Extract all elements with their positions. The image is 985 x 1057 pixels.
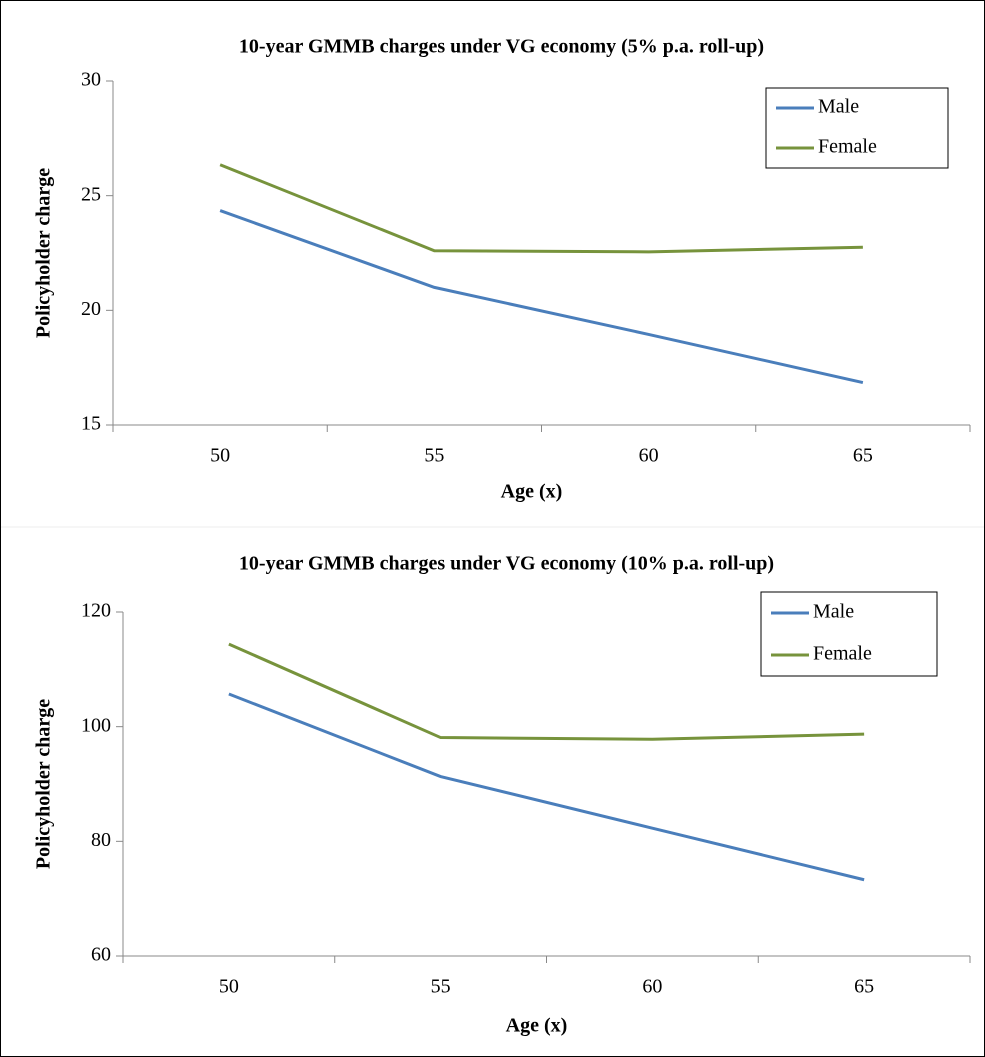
line-series xyxy=(228,642,865,741)
chart-title: 10-year GMMB charges under VG economy (1… xyxy=(239,553,774,575)
y-tick-label: 100 xyxy=(81,714,111,736)
x-axis-label: Age (x) xyxy=(506,1015,568,1037)
x-tick-label: 55 xyxy=(424,445,444,467)
y-tick-label: 30 xyxy=(81,69,101,91)
y-tick-label: 15 xyxy=(81,413,101,435)
x-tick-label: 50 xyxy=(219,976,239,998)
y-tick-label: 20 xyxy=(81,298,101,320)
chart-title: 10-year GMMB charges under VG economy (5… xyxy=(239,36,764,58)
y-tick-label: 80 xyxy=(91,829,111,851)
line-series xyxy=(219,209,864,385)
y-tick-label: 25 xyxy=(81,183,101,205)
x-tick-label: 65 xyxy=(853,445,873,467)
y-axis-label: Policyholder charge xyxy=(33,699,55,869)
y-axis-label: Policyholder charge xyxy=(33,168,55,338)
legend-label: Female xyxy=(818,136,877,158)
legend-label: Male xyxy=(813,601,854,623)
legend-box xyxy=(765,87,949,169)
x-axis-label: Age (x) xyxy=(501,481,563,503)
x-tick-label: 55 xyxy=(431,976,451,998)
legend-label: Female xyxy=(813,643,872,665)
legend-box xyxy=(760,591,938,677)
x-tick-label: 50 xyxy=(210,445,230,467)
x-tick-label: 60 xyxy=(639,445,659,467)
line-series xyxy=(228,692,865,882)
x-tick-label: 60 xyxy=(642,976,662,998)
y-tick-label: 120 xyxy=(81,600,111,622)
x-tick-label: 65 xyxy=(854,976,874,998)
line-series xyxy=(219,163,863,254)
legend-label: Male xyxy=(818,96,859,118)
y-tick-label: 60 xyxy=(91,944,111,966)
